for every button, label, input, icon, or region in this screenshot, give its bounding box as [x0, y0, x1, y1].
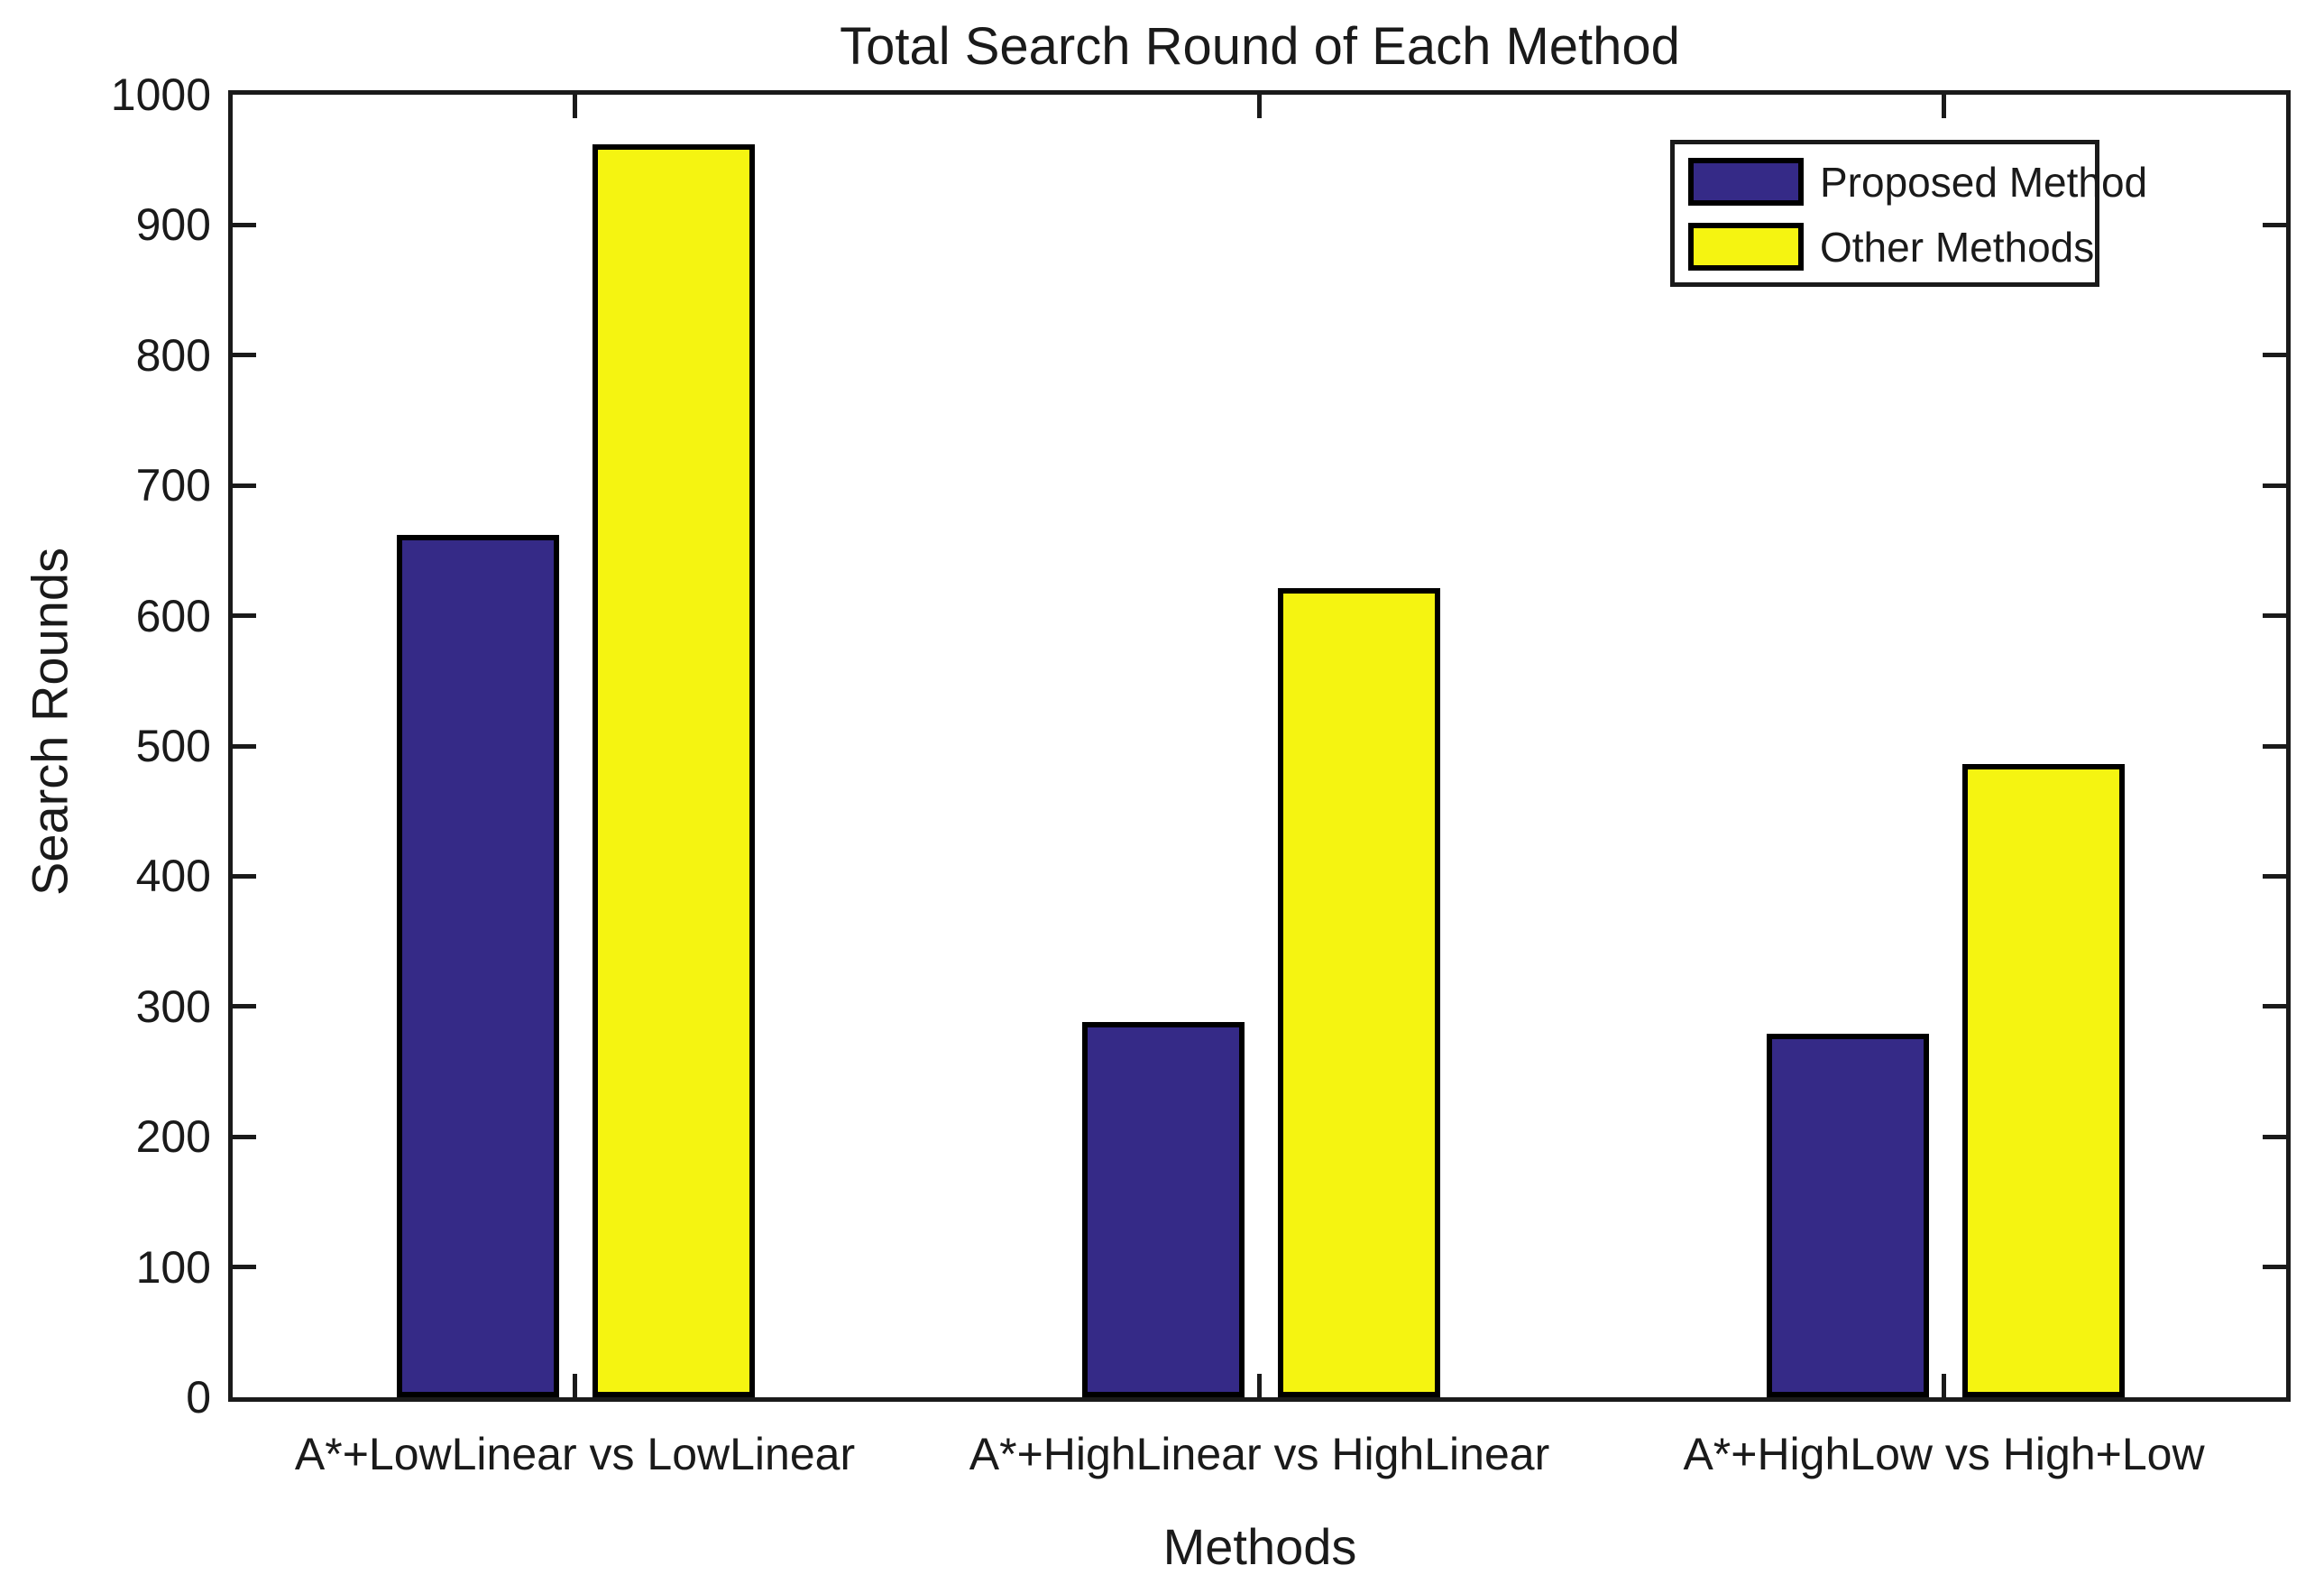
x-tick-label: A*+HighLow vs High+Low: [1683, 1429, 2205, 1479]
y-tick-mark: [2263, 483, 2286, 488]
y-tick-label: 1000: [110, 69, 211, 120]
bar-proposed-method-group-3: [1766, 1034, 1929, 1397]
y-tick-label: 0: [186, 1372, 211, 1423]
y-tick-mark: [2263, 1265, 2286, 1270]
y-tick-mark: [2263, 873, 2286, 879]
legend-swatch-proposed-method: [1688, 158, 1804, 206]
x-tick-mark: [1257, 1374, 1262, 1397]
y-tick-label: 500: [135, 721, 211, 771]
x-tick-mark: [572, 95, 577, 118]
x-tick-mark: [1257, 95, 1262, 118]
y-tick-label: 200: [135, 1111, 211, 1163]
y-tick-mark: [2263, 613, 2286, 619]
plot-area: 0 100 200 300 400 500 600 700 800 900 1000 A*+LowLi…: [111, 72, 2291, 1479]
legend-item-proposed-method: Proposed Method: [1688, 158, 2147, 206]
bar-other-methods-group-2: [1277, 588, 1440, 1397]
chart-title: Total Search Round of Each Method: [840, 17, 1680, 76]
y-tick-label: 900: [135, 199, 211, 251]
y-tick-mark: [233, 222, 256, 227]
bar-other-methods-group-1: [592, 143, 756, 1397]
x-tick-label: A*+LowLinear vs LowLinear: [294, 1429, 856, 1479]
y-tick-mark: [2263, 743, 2286, 749]
x-tick-label: A*+HighLinear vs HighLinear: [969, 1429, 1550, 1479]
y-tick-label: 300: [135, 981, 211, 1032]
x-tick-mark: [1942, 1374, 1946, 1397]
bar-proposed-method-group-1: [397, 535, 560, 1397]
y-tick-mark: [2263, 1004, 2286, 1009]
x-tick-mark: [1942, 95, 1946, 118]
y-tick-mark: [233, 483, 256, 488]
bar-other-methods-group-3: [1961, 764, 2125, 1397]
y-tick-label: 100: [135, 1241, 211, 1293]
y-tick-mark: [2263, 353, 2286, 358]
y-tick-label: 800: [135, 329, 211, 381]
y-tick-mark: [233, 1004, 256, 1009]
y-tick-label: 700: [135, 460, 211, 511]
y-tick-mark: [233, 353, 256, 358]
x-axis-label: Methods: [1162, 1518, 1357, 1575]
legend-swatch-other-methods: [1688, 223, 1804, 271]
y-tick-mark: [233, 873, 256, 879]
y-tick-mark: [233, 1134, 256, 1139]
y-axis-label: Search Rounds: [21, 547, 78, 897]
y-tick-mark: [233, 1265, 256, 1270]
legend-item-other-methods: Other Methods: [1688, 223, 2095, 271]
y-tick-label: 600: [135, 590, 211, 641]
y-tick-mark: [233, 613, 256, 619]
bar-proposed-method-group-2: [1081, 1022, 1245, 1397]
y-tick-mark: [2263, 222, 2286, 227]
x-tick-mark: [572, 1374, 577, 1397]
y-tick-label: 400: [135, 851, 211, 902]
legend-label-other-methods: Other Methods: [1820, 223, 2095, 271]
legend: Proposed Method Other Methods: [1670, 140, 2147, 287]
y-tick-mark: [233, 743, 256, 749]
legend-label-proposed-method: Proposed Method: [1820, 158, 2148, 206]
y-tick-mark: [2263, 1134, 2286, 1139]
